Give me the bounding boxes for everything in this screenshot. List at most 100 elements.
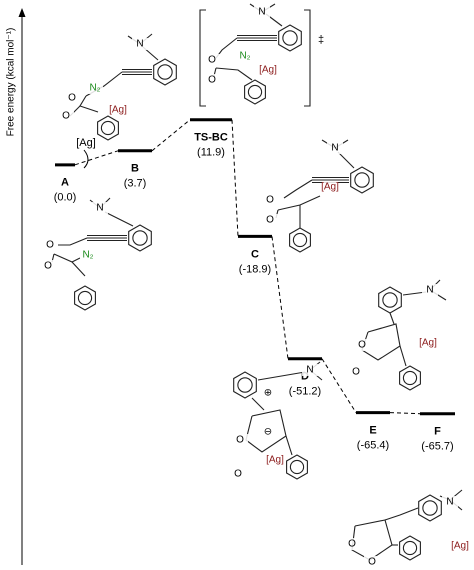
connector <box>271 236 289 359</box>
bond <box>285 435 293 456</box>
state-label: C <box>251 248 259 260</box>
atom-label: ⊖ <box>264 427 272 438</box>
ring <box>278 24 302 52</box>
ring <box>237 377 253 393</box>
bracket <box>304 9 311 107</box>
bond <box>384 507 419 521</box>
label-bg <box>262 214 278 226</box>
atom-label: [Ag] <box>321 182 339 193</box>
annotation: [Ag] <box>76 137 96 149</box>
energy-label: (0.0) <box>54 192 77 204</box>
ring <box>286 454 308 480</box>
state-label: F <box>434 426 441 438</box>
bond <box>389 312 395 325</box>
ring <box>244 79 266 105</box>
atom-label: N <box>446 497 453 508</box>
atom-label: O <box>352 367 360 378</box>
label-bg <box>260 426 276 438</box>
atom-label: N <box>258 7 265 18</box>
ring <box>233 371 257 399</box>
label-bg <box>64 92 80 104</box>
bond <box>58 237 88 246</box>
connector <box>389 412 421 415</box>
atom-label: O <box>62 111 70 122</box>
atom-label: O <box>358 340 366 351</box>
atom-label: O <box>46 240 54 251</box>
atom-label: O <box>348 539 356 550</box>
ring <box>157 64 173 80</box>
atom-label: O <box>208 75 216 86</box>
label-bg <box>58 110 74 122</box>
label-bg <box>260 64 276 76</box>
connector <box>74 150 119 166</box>
ring <box>132 230 148 246</box>
ring <box>418 494 442 522</box>
energy-label: (-51.2) <box>289 386 321 398</box>
atom-label: [Ag] <box>266 455 284 466</box>
atom-label: O <box>44 261 52 272</box>
atom-label: N <box>331 143 338 154</box>
label-bg <box>132 38 148 50</box>
ring <box>402 370 418 386</box>
label-bg <box>237 50 253 62</box>
label-bg <box>80 249 96 261</box>
atom-label: ⊕ <box>264 388 272 399</box>
label-bg <box>442 496 458 508</box>
label-bg <box>40 260 56 272</box>
ring <box>128 224 152 252</box>
ring <box>153 58 177 86</box>
atom-label: O <box>208 55 216 66</box>
label-bg <box>354 339 370 351</box>
atom-label: [Ag] <box>259 65 277 76</box>
state-label: B <box>131 163 139 175</box>
state-label: D <box>301 371 309 383</box>
label-bg <box>42 239 58 251</box>
atom-label: N <box>96 203 103 214</box>
connector <box>321 358 357 413</box>
label-bg <box>267 454 283 466</box>
energy-label: (3.7) <box>124 178 147 190</box>
label-bg <box>254 6 270 18</box>
label-bg <box>344 538 360 550</box>
ring <box>354 172 370 188</box>
atom-label: N₂ <box>89 83 100 94</box>
bond <box>215 67 253 81</box>
atom-label: N₂ <box>239 51 250 62</box>
energy-label: (-65.4) <box>357 439 389 451</box>
label-bg <box>302 364 318 376</box>
label-bg <box>110 104 126 116</box>
label-bg <box>204 54 220 66</box>
bond <box>283 179 313 199</box>
bond <box>251 397 265 411</box>
label-bg <box>232 434 248 446</box>
ring <box>399 535 421 561</box>
label-bg <box>204 74 220 86</box>
state-label: A <box>61 177 69 189</box>
ring <box>292 232 308 248</box>
y-axis-label: Free energy (kcal mol⁻¹) <box>6 28 17 137</box>
atom-label: [Ag] <box>419 338 437 349</box>
connector <box>231 119 239 237</box>
label-bg <box>92 202 108 214</box>
ring <box>74 285 96 311</box>
connector <box>151 119 191 152</box>
atom-label: N <box>306 365 313 376</box>
label-bg <box>452 540 468 552</box>
bond <box>104 211 134 227</box>
ring <box>422 500 438 516</box>
label-bg <box>348 366 364 378</box>
bond <box>257 371 306 381</box>
label-bg <box>87 82 103 94</box>
ag-arrow <box>83 149 89 169</box>
label-bg <box>262 194 278 206</box>
atom-label: O <box>68 93 76 104</box>
bond <box>337 151 355 169</box>
label-bg <box>260 387 276 399</box>
ring <box>399 365 421 391</box>
atom-label: O <box>368 557 376 568</box>
ring <box>247 84 263 100</box>
bracket <box>199 9 206 107</box>
label-bg <box>230 468 246 480</box>
atom-label: [Ag] <box>451 541 469 552</box>
